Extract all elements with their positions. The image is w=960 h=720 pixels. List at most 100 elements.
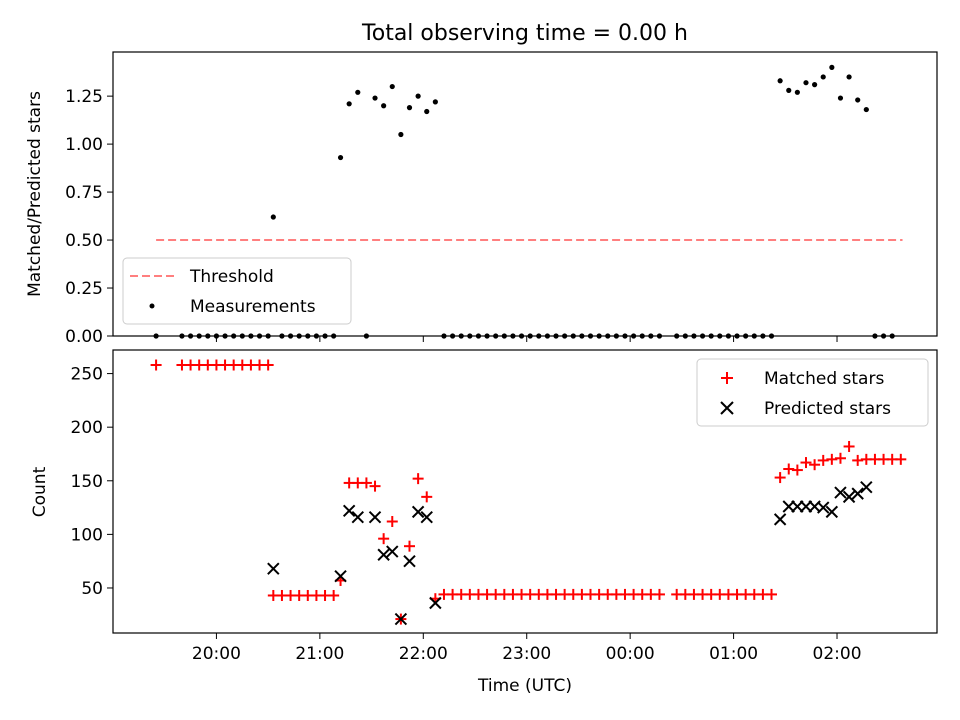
top-legend: Threshold Measurements [122,257,352,325]
matched-star-point [360,477,372,489]
matched-star-point [421,491,433,503]
bottom-axes-ticks: 50 100 150 200 250 20:00 21:00 22:00 23:00 00:00 0… [71,365,862,664]
measurements-legend-label: Measurements [190,297,316,317]
bottom-x-axis-label: Time (UTC) [477,676,572,696]
predicted-star-point [817,501,830,514]
predicted-star-point [773,513,787,526]
measurement-point [270,214,276,220]
predicted-star-point [377,548,390,561]
matched-star-point [653,588,665,600]
top-y-tick-label: 1.25 [65,87,103,107]
matched-star-point [150,359,162,371]
top-y-tick-label: 0.00 [65,327,103,347]
top-y-tick-label: 0.25 [65,279,103,299]
measurement-point [794,89,800,95]
measurement-point [337,154,344,161]
measurement-point [777,78,783,84]
bottom-x-tick-label: 20:00 [192,644,241,664]
measurement-point [829,64,835,70]
measurement-point [846,74,852,80]
top-plot-area [153,64,903,339]
matched-star-point [800,457,812,469]
bottom-x-tick-label: 22:00 [399,644,448,664]
predicted-star-point [420,511,433,524]
predicted-star-point [394,612,408,626]
top-y-tick-label: 1.00 [65,135,103,155]
measurement-point [803,80,809,86]
measurement-point [424,108,430,115]
matched-legend-swatch [721,372,733,384]
measurements-legend-swatch [149,303,155,309]
predicted-star-point [851,487,864,500]
measurement-point [389,83,395,90]
bottom-legend: Matched stars Predicted stars [696,358,929,427]
predicted-legend-swatch [720,401,734,415]
matched-star-point [386,516,398,528]
bottom-x-tick-label: 02:00 [813,644,862,664]
matched-star-point [809,459,821,471]
measurement-point [415,93,421,99]
top-y-tick-label: 0.75 [65,183,103,203]
bottom-y-tick-label: 250 [71,365,103,385]
predicted-star-point [386,545,399,558]
bottom-legend-box [696,358,929,427]
predicted-legend-label: Predicted stars [764,399,891,419]
bottom-y-axis-label: Count [30,466,50,517]
top-legend-box [122,257,352,325]
bottom-x-tick-label: 21:00 [295,644,344,664]
matched-star-point [262,359,274,371]
bottom-x-tick-label: 23:00 [502,644,551,664]
bottom-y-tick-label: 100 [71,525,103,545]
matched-star-point [766,588,778,600]
matched-star-point [412,473,424,485]
predicted-star-point [825,505,839,519]
predicted-star-point [334,569,347,583]
measurement-point [863,106,869,113]
measurement-point [355,89,361,95]
predicted-star-point [403,554,416,568]
bottom-y-tick-label: 150 [71,472,103,492]
predicted-star-point [342,504,356,518]
bottom-y-tick-label: 200 [71,418,103,438]
matched-star-point [404,540,416,552]
predicted-star-point [368,511,382,524]
predicted-star-point [834,486,847,499]
bottom-x-tick-label: 01:00 [709,644,758,664]
matched-star-point [843,440,855,452]
top-plot-frame [112,51,938,337]
measurement-point [837,95,844,101]
measurement-point [346,101,352,107]
predicted-star-point [842,490,856,504]
bottom-plot-frame [112,349,938,634]
predicted-star-point [351,511,364,524]
bottom-plot-area [150,359,907,626]
measurement-point [820,74,826,80]
matched-star-point [774,472,786,484]
bottom-y-tick-label: 50 [81,579,103,599]
matched-star-point [826,453,838,465]
matched-star-point [328,589,340,601]
matched-star-point [791,464,803,476]
matched-star-point [895,453,907,465]
threshold-legend-label: Threshold [189,267,274,287]
bottom-x-tick-label: 00:00 [606,644,655,664]
measurement-point [855,97,861,103]
measurement-point [786,87,792,93]
measurement-point [372,95,378,101]
measurement-point [381,103,387,109]
matched-star-point [378,533,390,545]
top-chart-title: Total observing time = 0.00 h [361,21,688,46]
predicted-star-point [429,596,442,610]
predicted-star-point [411,505,425,519]
predicted-star-point [860,481,873,494]
measurement-point [398,131,404,138]
measurement-point [812,82,818,88]
top-y-tick-label: 0.50 [65,231,103,251]
measurement-point [406,105,413,111]
matched-star-point [817,454,829,466]
predicted-star-point [267,562,280,575]
matched-legend-label: Matched stars [764,369,884,389]
top-y-ticks: 0.00 0.25 0.50 0.75 1.00 1.25 [65,87,838,347]
matched-star-point [783,463,795,475]
